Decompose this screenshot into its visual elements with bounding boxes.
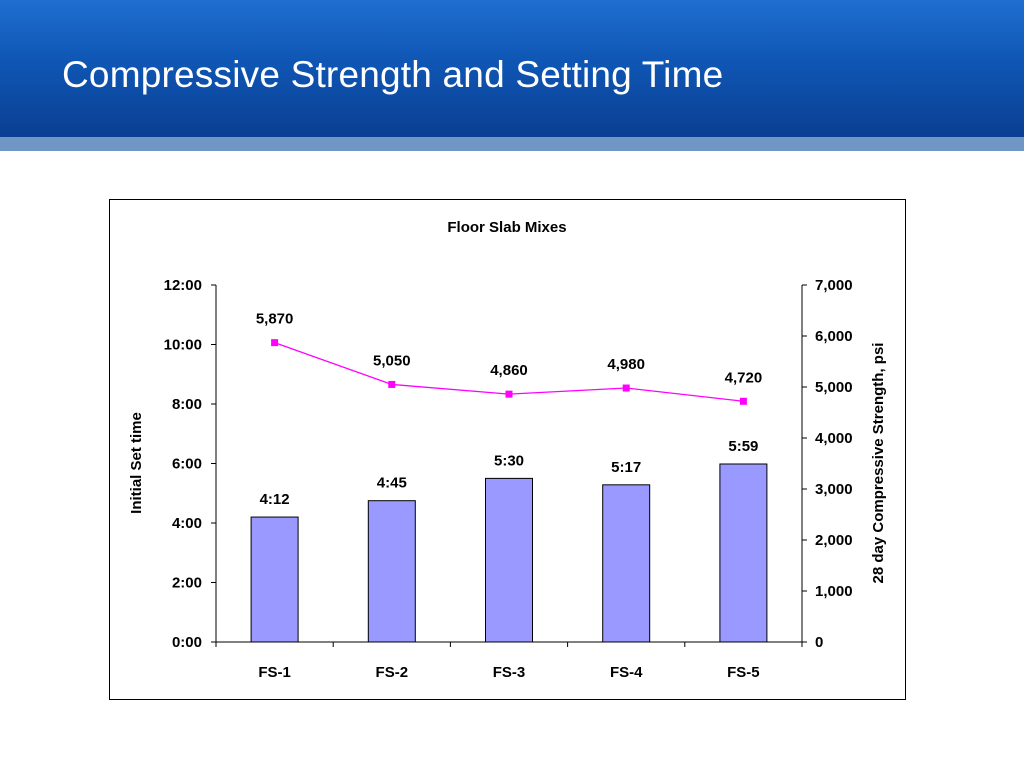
y-left-tick-label: 8:00 <box>172 396 202 413</box>
strength-point <box>388 380 396 388</box>
x-tick-label: FS-5 <box>727 664 760 681</box>
y-right-tick-label: 3,000 <box>815 481 853 498</box>
x-tick-label: FS-1 <box>258 664 291 681</box>
y-left-tick-label: 4:00 <box>172 515 202 532</box>
header-stripe <box>0 137 1024 151</box>
y-right-tick-label: 4,000 <box>815 430 853 447</box>
strength-point <box>271 339 279 347</box>
strength-point <box>622 384 630 392</box>
y-right-tick-label: 7,000 <box>815 277 853 294</box>
y-left-tick-label: 2:00 <box>172 575 202 592</box>
bar <box>602 484 651 643</box>
y-right-tick-label: 0 <box>815 634 823 651</box>
x-tick-label: FS-3 <box>493 664 526 681</box>
y-left-tick-label: 12:00 <box>164 277 202 294</box>
y-right-tick-label: 2,000 <box>815 532 853 549</box>
bar-value-label: 5:59 <box>728 438 758 455</box>
strength-point <box>505 390 513 398</box>
y-right-tick-label: 5,000 <box>815 379 853 396</box>
bar-value-label: 4:12 <box>260 491 290 508</box>
strength-value-label: 4,860 <box>490 362 528 379</box>
strength-value-label: 4,720 <box>725 369 763 386</box>
strength-value-label: 5,870 <box>256 311 294 328</box>
bar-value-label: 4:45 <box>377 475 407 492</box>
bar <box>367 500 416 643</box>
y-right-tick-label: 1,000 <box>815 583 853 600</box>
slide-header <box>0 0 1024 137</box>
x-tick-label: FS-2 <box>376 664 409 681</box>
strength-value-label: 5,050 <box>373 352 411 369</box>
bar <box>485 477 533 643</box>
bar-value-label: 5:17 <box>611 459 641 476</box>
strength-point <box>739 397 747 405</box>
x-tick-label: FS-4 <box>610 664 643 681</box>
y-axis-left-label: Initial Set time <box>128 412 145 514</box>
strength-value-label: 4,980 <box>607 356 645 373</box>
bar <box>719 463 768 643</box>
slide-title: Compressive Strength and Setting Time <box>62 54 724 95</box>
chart-title: Floor Slab Mixes <box>447 219 566 236</box>
y-left-tick-label: 10:00 <box>164 337 202 354</box>
bar-value-label: 5:30 <box>494 452 524 469</box>
y-right-tick-label: 6,000 <box>815 328 853 345</box>
bar <box>250 516 299 643</box>
y-axis-right-label: 28 day Compressive Strength, psi <box>870 343 887 584</box>
y-left-tick-label: 0:00 <box>172 634 202 651</box>
y-left-tick-label: 6:00 <box>172 456 202 473</box>
